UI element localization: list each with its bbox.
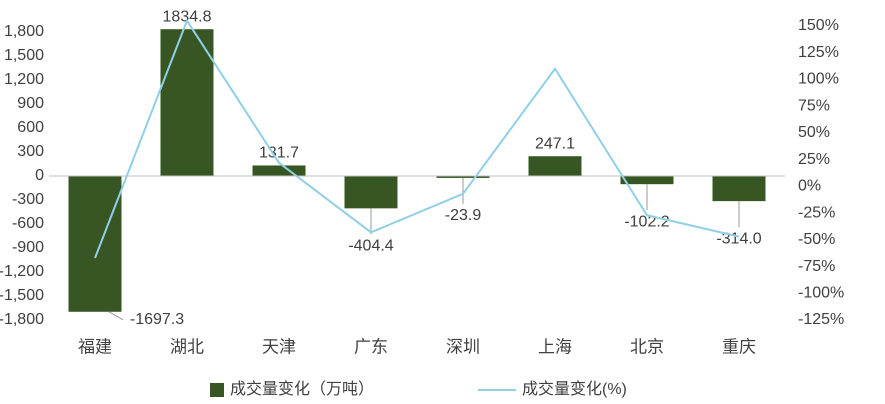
y-tick-label: 0: [35, 167, 44, 184]
legend-label: 成交量变化(%): [522, 380, 627, 398]
y-tick-label: -600: [12, 215, 44, 232]
x-tick-label: 天津: [262, 337, 296, 356]
x-tick-label: 重庆: [722, 337, 756, 356]
data-label: -1697.3: [130, 311, 184, 328]
y2-tick-label: 50%: [798, 124, 830, 141]
data-label: 247.1: [535, 135, 575, 152]
y-tick-label: -300: [12, 191, 44, 208]
y2-tick-label: -100%: [798, 284, 844, 301]
bar: [436, 176, 490, 178]
y2-tick-label: 0%: [798, 178, 821, 195]
data-label: 131.7: [259, 145, 299, 162]
x-tick-label: 北京: [630, 337, 664, 356]
data-label: -23.9: [445, 207, 482, 224]
bar: [528, 156, 582, 176]
x-tick-label: 深圳: [446, 337, 480, 356]
bar: [160, 29, 214, 176]
x-tick-label: 上海: [538, 337, 572, 356]
y2-tick-label: -75%: [798, 258, 835, 275]
data-label: 1834.8: [163, 8, 212, 25]
legend-swatch: [210, 383, 224, 397]
bar: [252, 165, 306, 176]
leader-line: [108, 311, 124, 321]
y2-tick-label: 150%: [798, 17, 839, 34]
legend-label: 成交量变化（万吨）: [230, 380, 374, 398]
y-tick-label: 1,500: [4, 47, 44, 64]
y-tick-label: -1,800: [0, 311, 44, 328]
y2-tick-label: -50%: [798, 231, 835, 248]
x-tick-label: 福建: [78, 337, 112, 356]
y-tick-label: -1,500: [0, 287, 44, 304]
y2-tick-label: 100%: [798, 71, 839, 88]
y-tick-label: 1,800: [4, 23, 44, 40]
y2-tick-label: 75%: [798, 97, 830, 114]
y2-tick-label: -125%: [798, 311, 844, 328]
y-tick-label: 1,200: [4, 71, 44, 88]
y-tick-label: 300: [17, 143, 44, 160]
x-tick-label: 湖北: [170, 337, 204, 356]
bar: [68, 176, 122, 312]
line: [94, 18, 740, 259]
y2-tick-label: 125%: [798, 44, 839, 61]
bar: [344, 176, 398, 209]
bar: [712, 176, 766, 202]
y2-tick-label: -25%: [798, 204, 835, 221]
y-tick-label: 900: [17, 95, 44, 112]
y-tick-label: -1,200: [0, 263, 44, 280]
y-tick-label: -900: [12, 239, 44, 256]
data-label: -404.4: [348, 238, 393, 255]
y2-tick-label: 25%: [798, 151, 830, 168]
x-tick-label: 广东: [354, 337, 388, 356]
bar: [620, 176, 674, 185]
y-tick-label: 600: [17, 119, 44, 136]
